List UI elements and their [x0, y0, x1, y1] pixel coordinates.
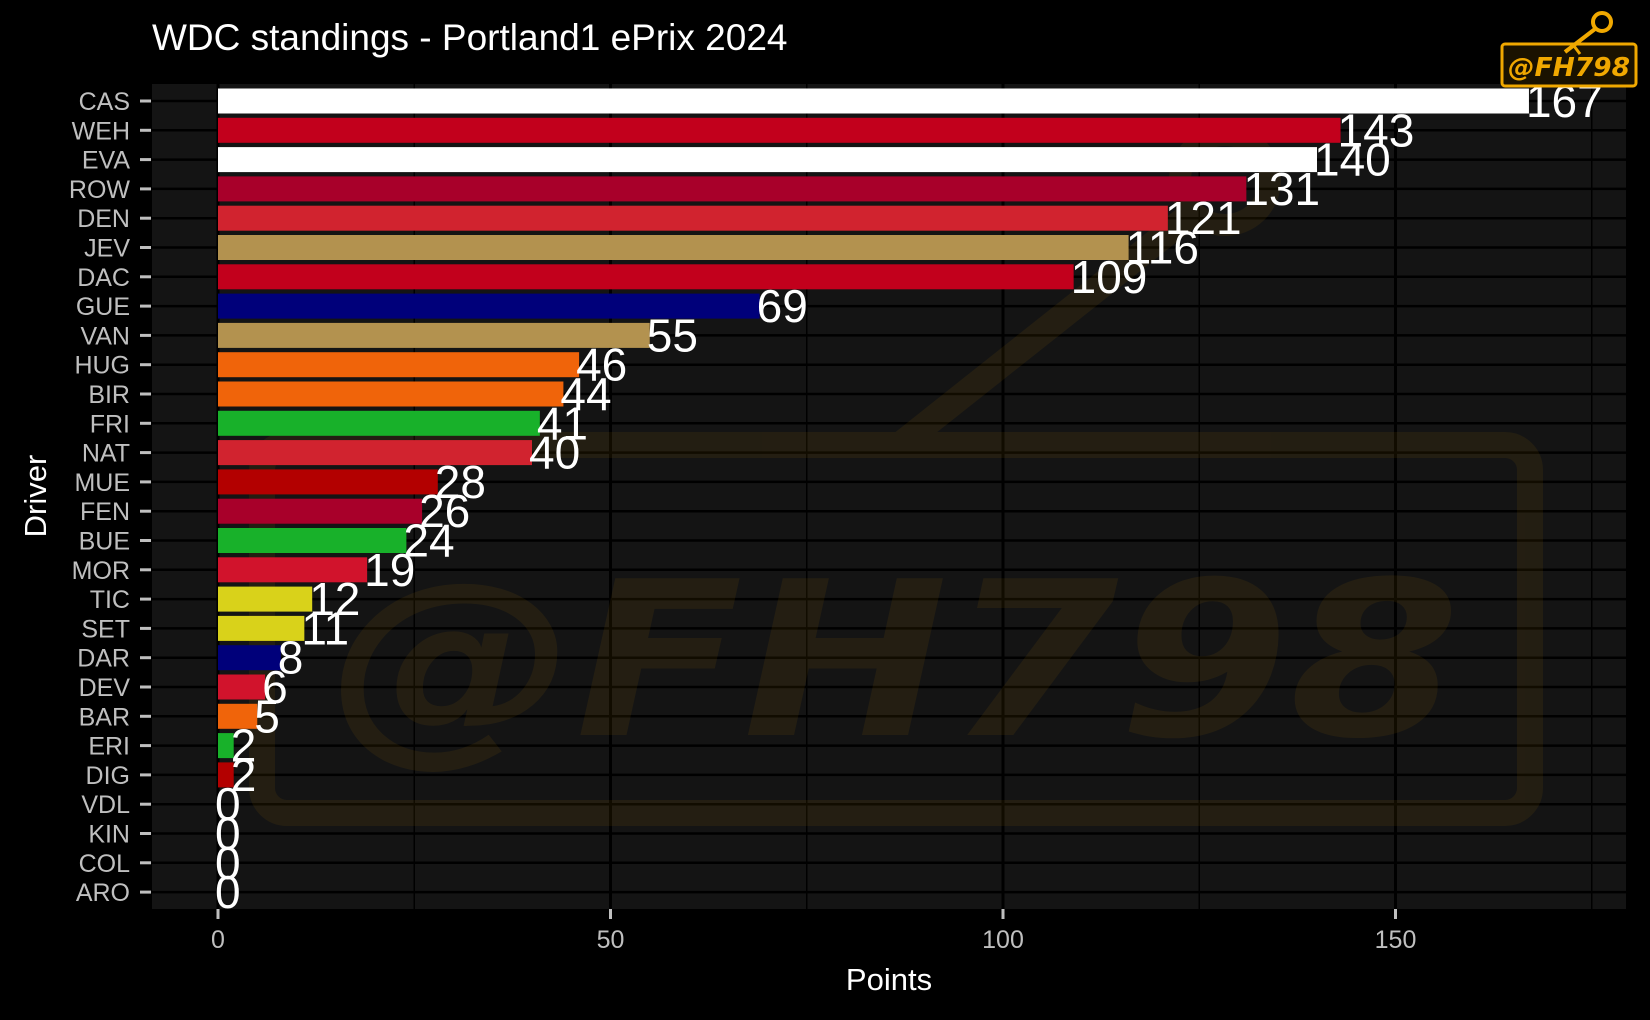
bar-tic [218, 586, 313, 612]
bar-dev [218, 674, 266, 700]
bar-label-row: 131 [1243, 163, 1320, 215]
y-tick-label-fri: FRI [90, 410, 130, 438]
y-tick-label-dev: DEV [79, 674, 131, 702]
bar-nat [218, 440, 532, 466]
y-axis-label: Driver [18, 455, 53, 538]
watermark-logo: @FH798 [1500, 11, 1638, 88]
bar-bir [218, 381, 564, 407]
y-tick-label-tic: TIC [90, 586, 130, 614]
bar-label-eva: 140 [1314, 134, 1391, 186]
key-icon [1563, 11, 1613, 55]
y-tick-label-weh: WEH [72, 117, 130, 145]
bar-label-nat: 40 [529, 427, 580, 479]
y-tick-label-row: ROW [69, 176, 131, 204]
y-tick-label-van: VAN [80, 322, 130, 350]
bar-label-hug: 46 [576, 339, 627, 391]
y-tick-label-bir: BIR [88, 381, 130, 409]
bar-van [218, 322, 650, 348]
bars [218, 88, 1529, 788]
watermark-key-shaft [891, 204, 1199, 456]
bar-bue [218, 528, 407, 553]
x-tick-label-0: 0 [211, 926, 225, 954]
y-tick-label-nat: NAT [82, 440, 130, 468]
bar-label-dar: 8 [278, 632, 304, 684]
bar-label-fen: 26 [419, 485, 470, 537]
bar-label-bue: 24 [403, 515, 454, 567]
bar-label-den: 121 [1165, 192, 1242, 244]
bar-label-van: 55 [647, 309, 698, 361]
bar-label-weh: 143 [1338, 104, 1415, 156]
y-tick-label-bue: BUE [79, 528, 130, 556]
x-axis-label: Points [846, 962, 932, 997]
x-tick-label-100: 100 [982, 926, 1024, 954]
y-tick-label-den: DEN [77, 205, 130, 233]
bar-label-dac: 109 [1071, 251, 1148, 303]
bar-gue [218, 293, 760, 319]
bar-eva [218, 147, 1317, 173]
logo-text: @FH798 [1508, 53, 1630, 83]
x-tick-label-50: 50 [597, 926, 625, 954]
bar-label-dev: 6 [262, 661, 288, 713]
bar-label-col: 0 [215, 837, 241, 889]
y-tick-label-dig: DIG [86, 762, 130, 790]
bar-dar [218, 645, 281, 671]
y-tick-label-hug: HUG [74, 352, 130, 380]
bar-set [218, 615, 305, 641]
bar-dig [218, 762, 234, 788]
bar-fen [218, 498, 423, 524]
chart-title: WDC standings - Portland1 ePrix 2024 [152, 17, 787, 58]
y-tick-label-dac: DAC [77, 264, 130, 292]
bar-label-fri: 41 [537, 397, 588, 449]
bar-label-bar: 5 [254, 690, 280, 742]
bar-den [218, 205, 1168, 231]
y-tick-label-aro: ARO [76, 879, 130, 907]
y-tick-label-dar: DAR [77, 645, 130, 673]
logo-box [1500, 42, 1638, 88]
bar-label-bir: 44 [560, 368, 611, 420]
watermark-large-text: @FH798 [330, 535, 1460, 786]
bar-label-tic: 12 [309, 573, 360, 625]
bar-row [218, 176, 1247, 202]
x-tick-label-150: 150 [1375, 926, 1417, 954]
bar-weh [218, 117, 1341, 143]
y-tick-label-kin: KIN [88, 821, 130, 849]
bar-hug [218, 352, 580, 378]
y-tick-label-cas: CAS [79, 88, 130, 116]
y-tick-label-mor: MOR [72, 557, 130, 585]
bar-label-eri: 2 [231, 720, 257, 772]
bar-mue [218, 469, 438, 495]
y-axis: CASWEHEVAROWDENJEVDACGUEVANHUGBIRFRINATM… [69, 88, 151, 907]
bar-label-gue: 69 [757, 280, 808, 332]
bar-dac [218, 264, 1074, 290]
y-tick-label-vdl: VDL [81, 791, 130, 819]
bar-mor [218, 557, 368, 583]
x-axis: 0 50 100 150 [211, 909, 1416, 954]
bar-label-mue: 28 [435, 456, 486, 508]
bar-label-jev: 116 [1126, 222, 1199, 274]
bar-jev [218, 235, 1129, 260]
bar-label-kin: 0 [215, 808, 241, 860]
y-tick-label-eva: EVA [82, 147, 130, 175]
y-tick-label-jev: JEV [84, 235, 130, 263]
y-tick-label-eri: ERI [88, 733, 130, 761]
y-tick-label-col: COL [79, 850, 131, 878]
bar-label-mor: 19 [364, 544, 415, 596]
y-tick-label-fen: FEN [80, 498, 130, 526]
bar-label-vdl: 0 [215, 778, 241, 830]
bar-bar [218, 703, 258, 729]
y-tick-label-set: SET [81, 615, 130, 643]
bar-fri [218, 410, 540, 436]
bar-label-set: 11 [301, 602, 349, 654]
y-tick-label-gue: GUE [76, 293, 130, 321]
bar-label-dig: 2 [231, 749, 257, 801]
bar-cas [218, 88, 1529, 114]
watermark-large: @FH798 [249, 124, 1543, 826]
y-tick-label-bar: BAR [79, 703, 130, 731]
y-tick-label-mue: MUE [74, 469, 130, 497]
bar-eri [218, 733, 234, 759]
